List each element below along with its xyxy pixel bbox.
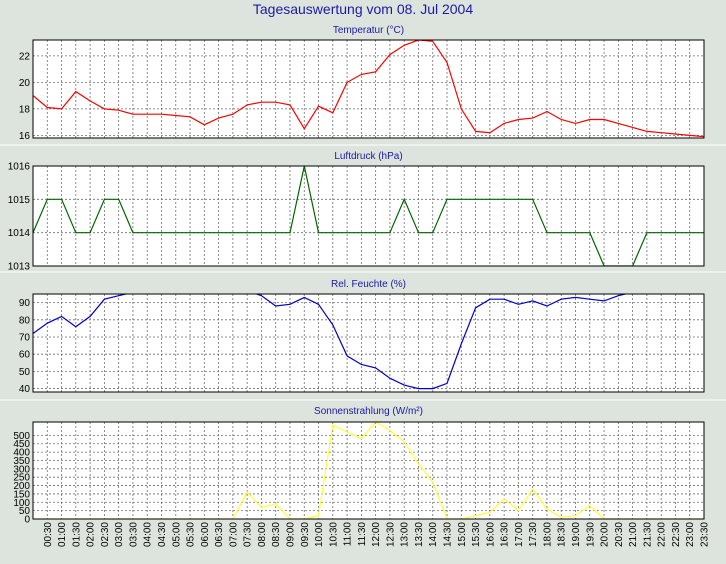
plot-area-2: [32, 293, 705, 393]
plot-frame-3: [32, 421, 705, 520]
y-tick-label: 0: [24, 515, 30, 526]
x-tick-label: 05:00: [171, 522, 182, 547]
x-tick-label: 11:30: [357, 522, 368, 547]
x-tick-label: 16:00: [485, 522, 496, 547]
x-tick-label: 10:30: [328, 522, 339, 547]
x-tick-label: 18:00: [542, 522, 553, 547]
x-tick-label: 09:30: [300, 522, 311, 547]
x-tick-label: 22:00: [657, 522, 668, 547]
y-tick-label: 350: [13, 456, 30, 467]
x-tick-label: 10:00: [314, 522, 325, 547]
y-tick-label: 1015: [8, 195, 31, 206]
x-tick-label: 01:00: [57, 522, 68, 547]
y-tick-label: 90: [19, 298, 31, 309]
x-tick-label: 05:30: [186, 522, 197, 547]
x-tick-label: 06:30: [214, 522, 225, 547]
x-tick-label: 01:30: [71, 522, 82, 547]
y-tick-label: 80: [19, 315, 31, 326]
y-tick-label: 300: [13, 464, 30, 475]
plot-frame-2: [32, 293, 705, 393]
x-tick-label: 12:00: [371, 522, 382, 547]
y-tick-label: 40: [19, 384, 31, 395]
y-tick-label: 50: [19, 367, 31, 378]
y-tick-label: 20: [19, 78, 31, 89]
y-tick-label: 500: [13, 431, 30, 442]
series-line-3: [33, 422, 704, 519]
y-tick-label: 1014: [8, 228, 31, 239]
x-tick-label: 13:30: [414, 522, 425, 547]
plot-frame-0: [32, 39, 705, 139]
x-tick-label: 21:00: [628, 522, 639, 547]
x-tick-label: 12:30: [385, 522, 396, 547]
y-tick-label: 22: [19, 51, 31, 62]
y-tick-label: 200: [13, 481, 30, 492]
plot-area-0: [32, 39, 705, 139]
x-tick-label: 13:00: [400, 522, 411, 547]
plot-area-3: [32, 421, 705, 520]
y-tick-label: 1016: [8, 162, 31, 173]
panel-title-3: Sonnenstrahlung (W/m²): [314, 406, 423, 417]
x-tick-label: 17:30: [528, 522, 539, 547]
x-tick-label: 07:00: [228, 522, 239, 547]
y-tick-label: 16: [19, 131, 31, 142]
x-tick-label: 23:00: [685, 522, 696, 547]
x-tick-label: 08:30: [271, 522, 282, 547]
x-tick-label: 23:30: [700, 522, 711, 547]
y-tick-label: 60: [19, 350, 31, 361]
x-tick-label: 06:00: [200, 522, 211, 547]
x-tick-label: 04:00: [143, 522, 154, 547]
x-tick-label: 21:30: [642, 522, 653, 547]
panel-title-1: Luftdruck (hPa): [334, 151, 402, 162]
x-tick-label: 09:00: [285, 522, 296, 547]
x-tick-label: 15:00: [457, 522, 468, 547]
x-tick-label: 07:30: [243, 522, 254, 547]
plot-area-1: [32, 165, 705, 267]
page-title: Tagesauswertung vom 08. Jul 2004: [252, 1, 474, 17]
x-tick-label: 03:30: [128, 522, 139, 547]
x-tick-label: 20:30: [614, 522, 625, 547]
y-tick-label: 150: [13, 489, 30, 500]
x-tick-label: 20:00: [600, 522, 611, 547]
plot-frame-1: [32, 165, 705, 267]
y-tick-label: 400: [13, 448, 30, 459]
x-tick-label: 18:30: [557, 522, 568, 547]
y-tick-label: 70: [19, 332, 31, 343]
x-tick-label: 14:30: [443, 522, 454, 547]
x-tick-label: 03:00: [114, 522, 125, 547]
y-tick-label: 250: [13, 473, 30, 484]
y-tick-label: 1013: [8, 262, 31, 273]
x-tick-label: 17:00: [514, 522, 525, 547]
series-line-2: [33, 294, 629, 390]
x-tick-label: 04:30: [157, 522, 168, 547]
x-tick-label: 14:00: [428, 522, 439, 547]
x-tick-label: 02:00: [86, 522, 97, 547]
panel-title-2: Rel. Feuchte (%): [331, 279, 406, 290]
x-tick-label: 11:00: [343, 522, 354, 547]
x-tick-label: 02:30: [100, 522, 111, 547]
y-tick-label: 50: [19, 506, 31, 517]
x-tick-label: 16:30: [500, 522, 511, 547]
x-tick-label: 22:30: [671, 522, 682, 547]
y-tick-label: 18: [19, 104, 31, 115]
x-tick-label: 15:30: [471, 522, 482, 547]
series-line-0: [33, 40, 704, 138]
x-tick-label: 19:00: [571, 522, 582, 547]
series-line-1: [33, 166, 704, 266]
y-tick-label: 100: [13, 498, 30, 509]
x-tick-label: 19:30: [585, 522, 596, 547]
y-tick-label: 450: [13, 439, 30, 450]
x-tick-label: 00:30: [43, 522, 54, 547]
panel-title-0: Temperatur (°C): [333, 25, 404, 36]
x-tick-label: 08:00: [257, 522, 268, 547]
